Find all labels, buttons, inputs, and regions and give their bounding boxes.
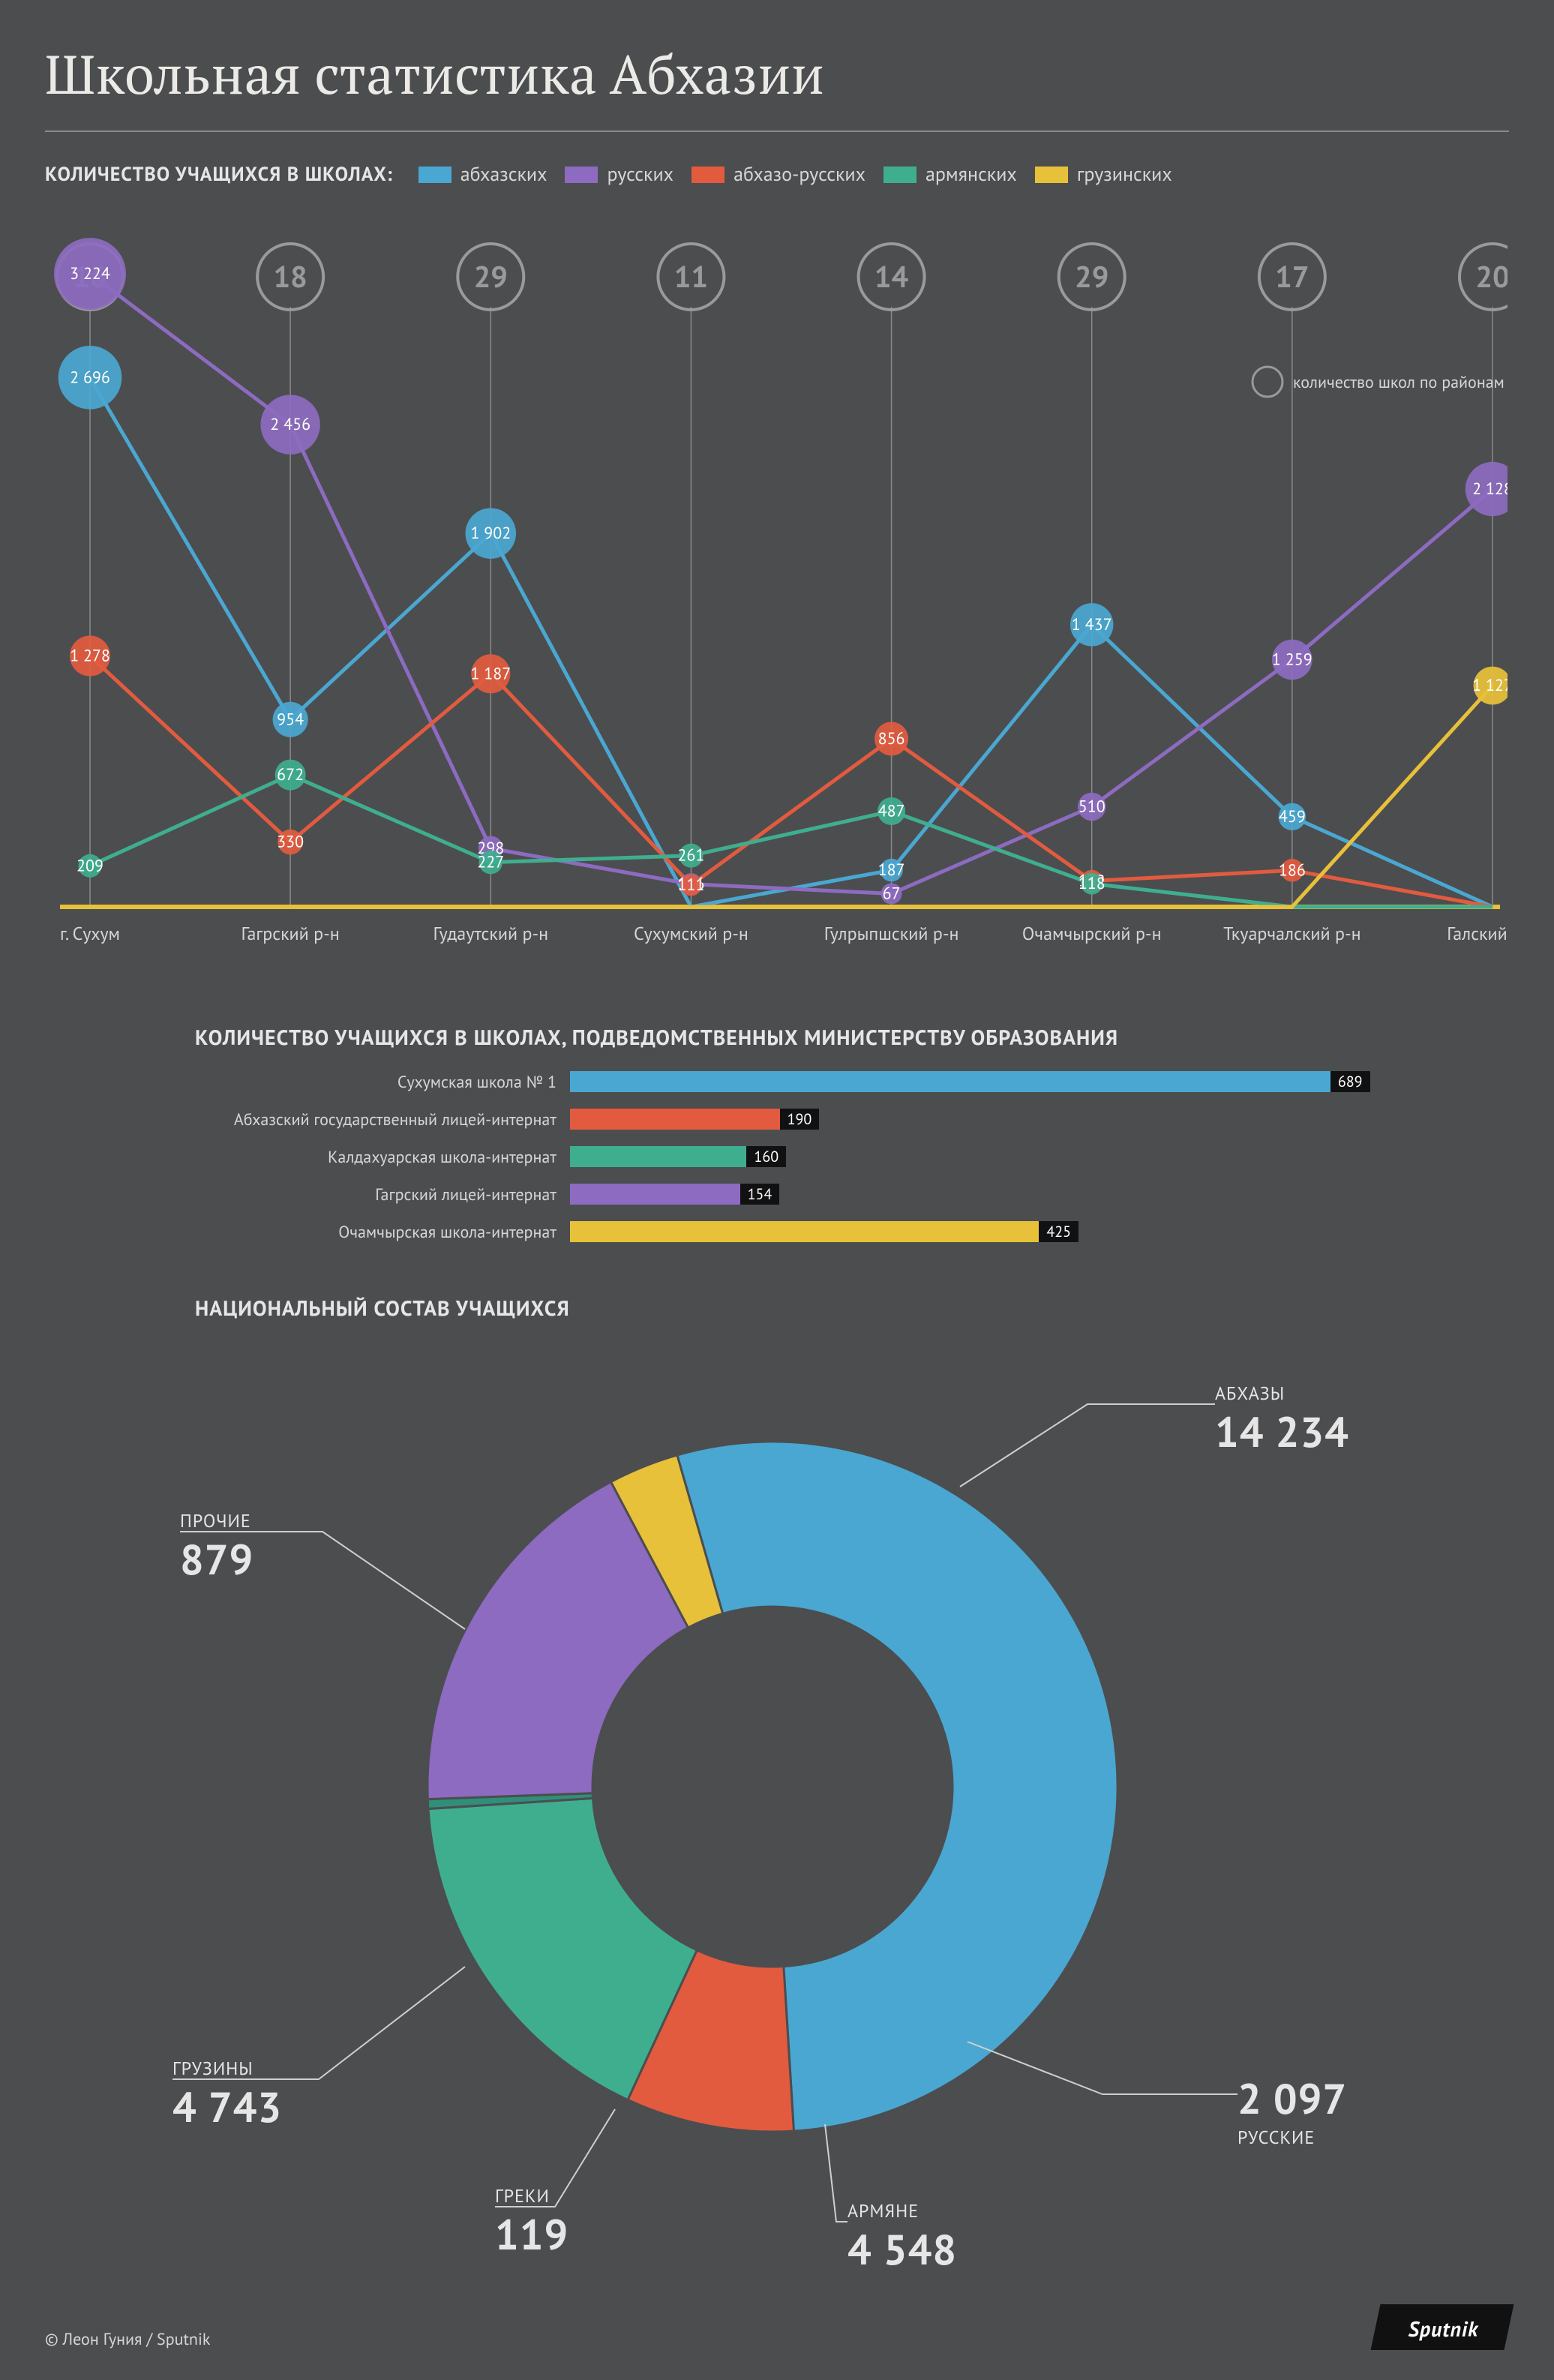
svg-text:187: 187	[878, 860, 905, 881]
bar-label: Сухумская школа № 1	[195, 1072, 570, 1093]
svg-text:Гулрыпшский р-н: Гулрыпшский р-н	[824, 922, 959, 945]
page-title: Школьная статистика Абхазии	[45, 38, 1509, 110]
legend-item: русских	[565, 162, 674, 187]
ministry-bars: Сухумская школа № 1689 Абхазский государс…	[195, 1066, 1358, 1249]
infographic-page: Школьная статистика Абхазии КОЛИЧЕСТВО У…	[0, 0, 1554, 2380]
bar-row: Очамчырская школа-интернат 425	[195, 1216, 1358, 1249]
legend-swatch	[692, 167, 724, 183]
svg-text:1 437: 1 437	[1072, 614, 1112, 635]
svg-text:14: 14	[874, 257, 909, 296]
bar-fill	[570, 1109, 780, 1130]
bar-fill	[570, 1146, 746, 1167]
legend-item: абхазских	[418, 162, 548, 187]
bar-fill	[570, 1184, 740, 1205]
svg-text:118: 118	[1078, 873, 1106, 894]
bar-row: Гагрский лицей-интернат 154	[195, 1178, 1358, 1211]
legend-item: армянских	[884, 162, 1017, 187]
svg-text:18: 18	[273, 257, 307, 296]
svg-text:29: 29	[1075, 257, 1108, 296]
svg-text:Сухумский р-н: Сухумский р-н	[634, 922, 748, 945]
svg-text:20: 20	[1475, 257, 1508, 296]
svg-text:954: 954	[277, 709, 304, 730]
bar-label: Гагрский лицей-интернат	[195, 1184, 570, 1205]
svg-text:3 224: 3 224	[70, 263, 110, 284]
legend-swatch	[418, 167, 452, 183]
legend-title: КОЛИЧЕСТВО УЧАЩИХСЯ В ШКОЛАХ:	[45, 162, 393, 187]
svg-text:111: 111	[677, 875, 704, 896]
bar-row: Сухумская школа № 1689	[195, 1066, 1358, 1099]
svg-text:330: 330	[277, 832, 304, 853]
legend-swatch	[884, 167, 916, 183]
svg-text:261: 261	[677, 845, 704, 866]
svg-text:1 259: 1 259	[1272, 649, 1312, 670]
donut-slice-label: АРМЯНЕ4 548	[848, 2199, 957, 2276]
title-divider	[45, 131, 1509, 132]
bar-fill	[570, 1221, 1039, 1242]
svg-text:17: 17	[1275, 257, 1309, 296]
legend-label: армянских	[926, 162, 1017, 187]
svg-text:Галский р-н: Галский р-н	[1447, 922, 1508, 945]
legend-swatch	[565, 167, 598, 183]
svg-text:186: 186	[1279, 860, 1306, 881]
students-line-chart: 1618291114291720количество школ по район…	[45, 209, 1508, 974]
svg-text:510: 510	[1078, 797, 1106, 818]
credit-text: © Леон Гуния / Sputnik	[45, 2329, 210, 2350]
ministry-bars-title: КОЛИЧЕСТВО УЧАЩИХСЯ В ШКОЛАХ, ПОДВЕДОМСТ…	[195, 1023, 1509, 1051]
bar-label: Абхазский государственный лицей-интернат	[195, 1109, 570, 1130]
donut-slice-label: АБХАЗЫ14 234	[1215, 1382, 1349, 1459]
donut-slice-label: ПРОЧИЕ879	[180, 1509, 254, 1586]
svg-text:29: 29	[474, 257, 508, 296]
svg-text:2 128: 2 128	[1472, 479, 1508, 500]
bar-fill	[570, 1071, 1330, 1092]
legend-label: русских	[607, 162, 674, 187]
ethnic-donut-chart: АБХАЗЫ14 234 2 097РУССКИЕ АРМЯНЕ4 548 ГРЕКИ…	[45, 1352, 1508, 2289]
svg-text:856: 856	[878, 728, 905, 749]
legend-label: абхазо-русских	[734, 162, 866, 187]
svg-text:1 902: 1 902	[470, 523, 511, 544]
svg-text:11: 11	[674, 257, 708, 296]
donut-slice-label: 2 097РУССКИЕ	[1238, 2072, 1347, 2149]
svg-text:Ткуарчалский р-н: Ткуарчалский р-н	[1223, 922, 1360, 945]
donut-slice-label: ГРУЗИНЫ4 743	[172, 2057, 282, 2134]
svg-text:209: 209	[76, 855, 104, 876]
bar-row: Калдахуарская школа-интернат 160	[195, 1141, 1358, 1174]
bar-value: 689	[1330, 1071, 1370, 1092]
svg-text:1 187: 1 187	[470, 663, 511, 684]
bar-label: Очамчырская школа-интернат	[195, 1222, 570, 1243]
bar-value: 160	[746, 1146, 786, 1167]
legend: КОЛИЧЕСТВО УЧАЩИХСЯ В ШКОЛАХ: абхазских р…	[45, 162, 1509, 187]
svg-text:количество школ по районам: количество школ по районам	[1293, 372, 1504, 393]
svg-text:2 456: 2 456	[270, 414, 310, 435]
svg-text:Очамчырский р-н: Очамчырский р-н	[1022, 922, 1162, 945]
svg-text:67: 67	[883, 883, 901, 904]
svg-text:672: 672	[277, 764, 304, 785]
bar-row: Абхазский государственный лицей-интернат…	[195, 1103, 1358, 1136]
svg-text:Гагрский р-н: Гагрский р-н	[242, 922, 340, 945]
donut-slice-label: ГРЕКИ119	[495, 2184, 568, 2261]
legend-label: абхазских	[460, 162, 548, 187]
bar-value: 154	[740, 1184, 780, 1205]
svg-text:г. Сухум: г. Сухум	[60, 922, 120, 945]
legend-swatch	[1035, 167, 1068, 183]
svg-text:1 278: 1 278	[70, 645, 110, 666]
svg-text:1 127: 1 127	[1472, 675, 1508, 696]
svg-text:459: 459	[1279, 806, 1306, 827]
legend-item: абхазо-русских	[692, 162, 866, 187]
svg-text:487: 487	[878, 801, 905, 822]
bar-value: 190	[780, 1109, 820, 1130]
bar-label: Калдахуарская школа-интернат	[195, 1147, 570, 1168]
legend-item: грузинских	[1035, 162, 1172, 187]
svg-text:227: 227	[477, 852, 504, 873]
donut-title: НАЦИОНАЛЬНЫЙ СОСТАВ УЧАЩИХСЯ	[195, 1294, 1509, 1322]
legend-label: грузинских	[1077, 162, 1172, 187]
svg-text:2 696: 2 696	[70, 367, 110, 388]
bar-value: 425	[1039, 1221, 1078, 1242]
svg-text:Гудаутский р-н: Гудаутский р-н	[434, 922, 549, 945]
